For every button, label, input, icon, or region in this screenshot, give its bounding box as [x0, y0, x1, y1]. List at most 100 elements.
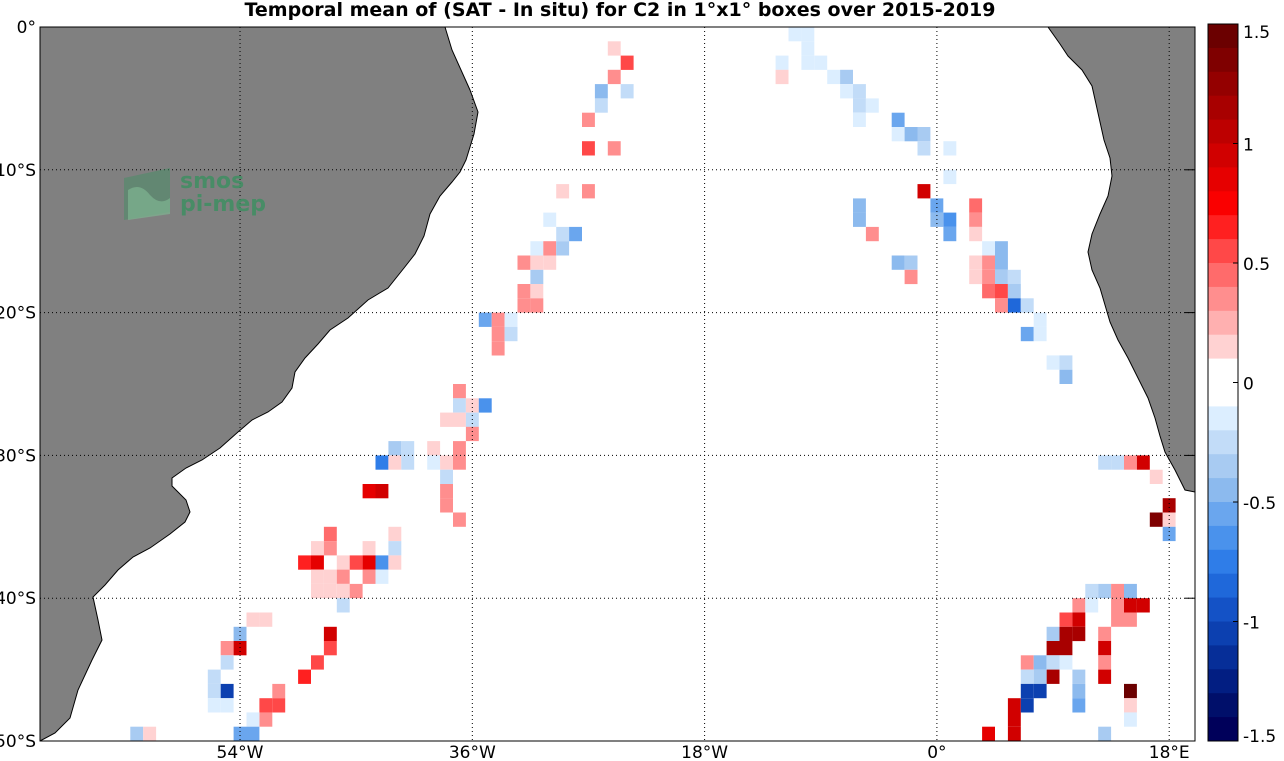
data-cell [207, 698, 221, 713]
data-cell [853, 198, 866, 213]
data-cell [1020, 683, 1034, 699]
colorbar-swatch [1208, 573, 1238, 598]
data-cell [478, 398, 492, 413]
data-cell [620, 84, 634, 99]
data-cell [1162, 498, 1176, 513]
data-cell [865, 98, 879, 113]
data-cell [323, 626, 337, 642]
data-cell [904, 255, 918, 270]
data-cell [233, 726, 247, 741]
data-cell [1136, 598, 1150, 613]
latitude-labels: 0° 10°S 20°S 30°S 40°S 50°S [0, 18, 36, 752]
colorbar-swatch [1208, 286, 1238, 312]
data-cell [388, 455, 402, 470]
data-cell [853, 112, 866, 127]
data-cell [1098, 655, 1112, 670]
colorbar-swatch [1208, 597, 1238, 622]
data-cell [517, 255, 531, 270]
data-cell [504, 312, 518, 327]
data-cell [982, 726, 995, 741]
data-cell [440, 455, 453, 470]
data-cell [220, 641, 234, 656]
data-cell [982, 284, 995, 299]
plot-frame [39, 26, 1196, 742]
data-cell [1111, 455, 1124, 470]
data-cell [1059, 655, 1073, 670]
data-cell [336, 583, 350, 599]
data-cell [1136, 455, 1150, 470]
data-cell [917, 141, 931, 156]
data-cell [982, 269, 995, 285]
lat-tick-label: 40°S [0, 589, 36, 609]
data-cell [375, 455, 389, 470]
colorbar-tick-label: -0.5 [1243, 494, 1276, 514]
gridlines [40, 27, 1195, 741]
colorbar-swatch [1208, 693, 1238, 718]
data-cell [130, 741, 143, 755]
data-cell [491, 341, 505, 356]
data-cell [995, 241, 1008, 256]
data-cell [530, 241, 544, 256]
lat-tick-label: 50°S [0, 732, 36, 752]
colorbar-labels: 1.5 1 0.5 0 -0.5 -1 -1.5 [1233, 23, 1276, 747]
colorbar-swatch [1208, 71, 1238, 97]
data-cell [1149, 512, 1163, 527]
lat-tick-label: 20°S [0, 304, 36, 324]
data-cell [995, 284, 1008, 299]
data-cell [582, 184, 595, 199]
data-cell [440, 412, 453, 427]
data-cell [1098, 455, 1112, 470]
data-cell [1033, 326, 1047, 342]
data-cell [1007, 284, 1021, 299]
data-cell [943, 212, 957, 227]
data-cell [1124, 598, 1137, 613]
lat-tick-label: 30°S [0, 446, 36, 466]
data-cell [904, 127, 918, 142]
data-cell [917, 184, 931, 199]
colorbar-swatch [1208, 263, 1238, 288]
colorbar-tick-label: 0 [1243, 375, 1254, 395]
data-cell [801, 41, 815, 56]
data-cell [465, 398, 479, 413]
colorbar-swatch [1208, 669, 1238, 694]
data-cell [117, 741, 130, 755]
data-cell [840, 69, 853, 85]
data-cell [891, 127, 905, 142]
data-cell [801, 55, 815, 70]
data-cell [1124, 612, 1137, 627]
data-cell [311, 655, 324, 670]
data-cell [788, 27, 802, 42]
lon-tick-label: 36°W [449, 743, 496, 761]
data-cell [1072, 698, 1086, 713]
data-cell [1098, 726, 1112, 741]
data-cell [1059, 369, 1073, 384]
data-cell [1098, 626, 1112, 642]
data-cell [465, 426, 479, 442]
data-cell [1007, 298, 1021, 313]
colorbar [1207, 23, 1239, 742]
data-cell [607, 69, 621, 85]
data-cell [388, 541, 402, 556]
data-cell [220, 698, 234, 713]
data-cell [453, 412, 466, 427]
data-cell [969, 255, 983, 270]
data-cell [1072, 683, 1086, 699]
data-cell [969, 198, 983, 213]
data-cell [453, 455, 466, 470]
data-cell [323, 569, 337, 584]
data-cell [1033, 312, 1047, 327]
data-cell [478, 312, 492, 327]
data-cell [969, 269, 983, 285]
lat-tick-label: 0° [17, 18, 36, 38]
data-cell [311, 569, 324, 584]
data-cell [517, 298, 531, 313]
logo-line1: smos [180, 169, 244, 194]
colorbar-swatch [1208, 717, 1238, 742]
colorbar-swatch [1208, 191, 1238, 216]
data-cell [246, 612, 260, 627]
data-cell [323, 641, 337, 656]
data-cell [311, 555, 324, 570]
data-cell [453, 441, 466, 456]
data-cell [1033, 669, 1047, 684]
lon-tick-label: 54°W [217, 743, 264, 761]
